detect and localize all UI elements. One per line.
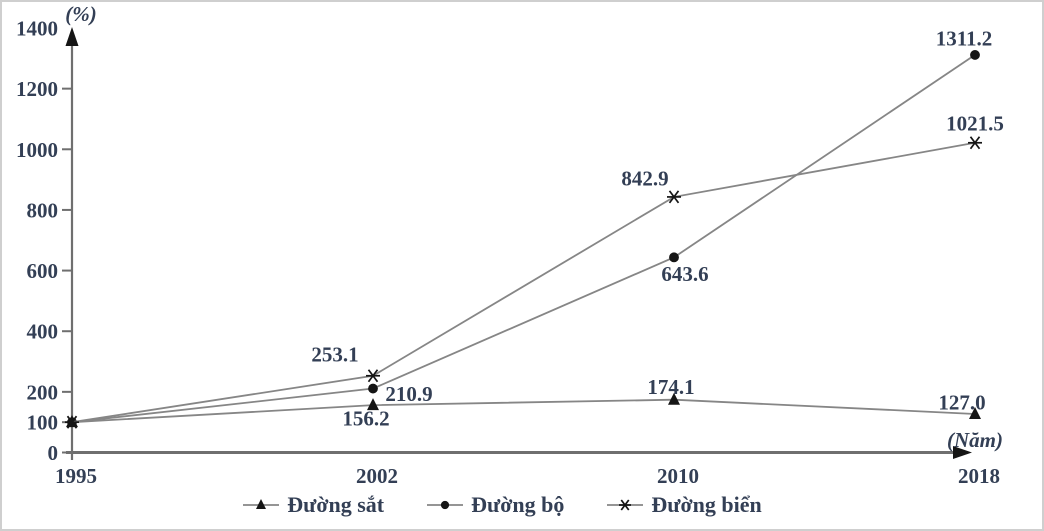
y-tick-label: 400 [27,320,59,344]
triangle-legend-marker-icon [243,499,280,509]
y-tick-label: 800 [27,198,59,222]
legend-item-0: Đường sắt [242,492,384,518]
y-tick-label: 1000 [16,138,58,162]
triangle-marker-icon [668,392,680,405]
series-0-data-label: 156.2 [342,407,389,431]
y-axis-arrow-icon [65,27,79,46]
y-tick-label: 0 [48,441,59,465]
series-0-data-label: 127.0 [938,390,985,414]
circle-marker-icon [669,252,679,263]
x-axis-arrow-icon [953,446,972,459]
x-axis-unit-label: (Năm) [947,428,1003,452]
series-1-data-label: 643.6 [661,262,708,286]
circle-marker-icon [368,383,378,394]
x-tick-label: 1995 [55,464,97,488]
series-1-line [71,54,976,424]
asterisk-marker-icon [668,190,680,204]
asterisk-marker-icon [66,415,78,429]
triangle-marker-icon [256,499,267,509]
y-tick-label: 200 [27,380,59,404]
series-0-line [71,398,976,424]
x-tick-label: 2018 [958,464,1000,488]
y-tick-label: 1400 [16,17,58,41]
y-tick-label: 600 [27,259,59,283]
legend-label: Đường bộ [471,492,565,517]
series-2-data-label: 842.9 [621,166,668,190]
circle-marker-icon [970,50,980,60]
y-axis-unit-label: (%) [65,2,97,26]
circle-legend-marker-icon [427,500,464,510]
asterisk-marker-icon [367,369,379,383]
x-tick-label: 2002 [356,464,398,488]
series-0-data-label: 174.1 [647,375,694,399]
chart-legend: Đường sắt Đường bộ Đường biển [2,492,1002,518]
legend-label: Đường biển [651,492,762,517]
legend-item-2: Đường biển [606,492,762,518]
legend-item-1: Đường bộ [426,492,564,518]
series-2-line [71,141,976,424]
triangle-marker-icon [367,398,379,411]
triangle-marker-icon [969,406,981,419]
series-2-data-label: 253.1 [311,342,358,366]
y-tick-label: 100 [27,411,59,435]
asterisk-marker-icon [969,136,981,150]
y-tick-label: 1200 [16,77,58,101]
x-tick-label: 2010 [657,464,699,488]
series-1-data-label: 1311.2 [936,26,993,50]
asterisk-marker-icon [620,499,630,511]
legend-label: Đường sắt [287,492,385,517]
asterisk-legend-marker-icon [607,499,644,511]
circle-marker-icon [441,500,450,510]
series-1-data-label: 210.9 [385,382,432,406]
series-2-data-label: 1021.5 [946,111,1004,135]
